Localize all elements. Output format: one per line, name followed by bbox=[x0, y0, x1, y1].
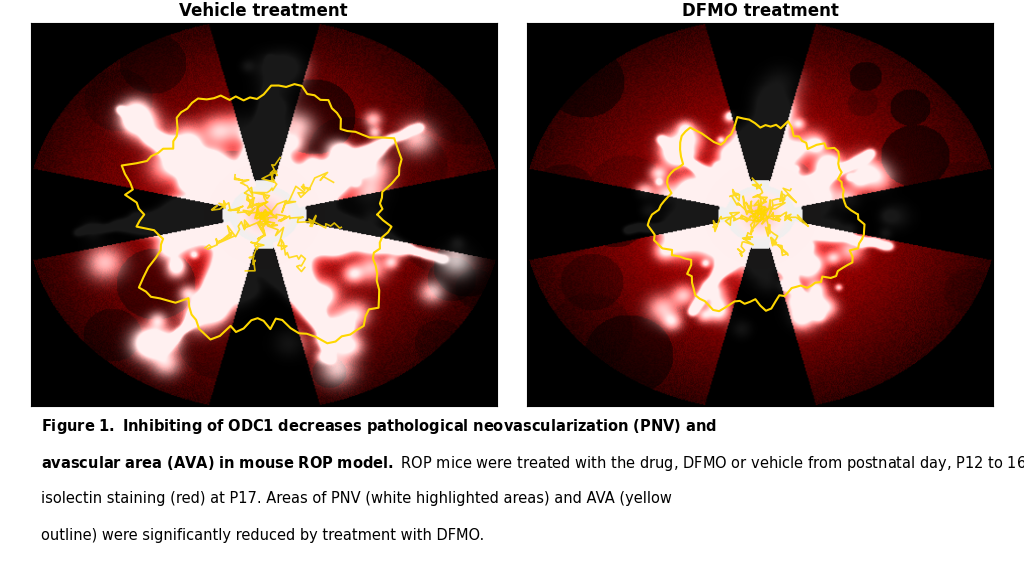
Title: Vehicle treatment: Vehicle treatment bbox=[179, 2, 348, 20]
Text: isolectin staining (red) at P17. Areas of PNV (white highlighted areas) and AVA : isolectin staining (red) at P17. Areas o… bbox=[41, 491, 672, 506]
Text: outline) were significantly reduced by treatment with DFMO.: outline) were significantly reduced by t… bbox=[41, 528, 484, 543]
Title: DFMO treatment: DFMO treatment bbox=[682, 2, 839, 20]
Text: $\bf{avascular\ area\ (AVA)\ in\ mouse\ ROP\ model.}$ ROP mice were treated with: $\bf{avascular\ area\ (AVA)\ in\ mouse\ … bbox=[41, 454, 1024, 473]
Text: $\bf{Figure\ 1.\ Inhibiting\ of\ ODC1\ decreases\ pathological\ neovascularizati: $\bf{Figure\ 1.\ Inhibiting\ of\ ODC1\ d… bbox=[41, 417, 717, 436]
